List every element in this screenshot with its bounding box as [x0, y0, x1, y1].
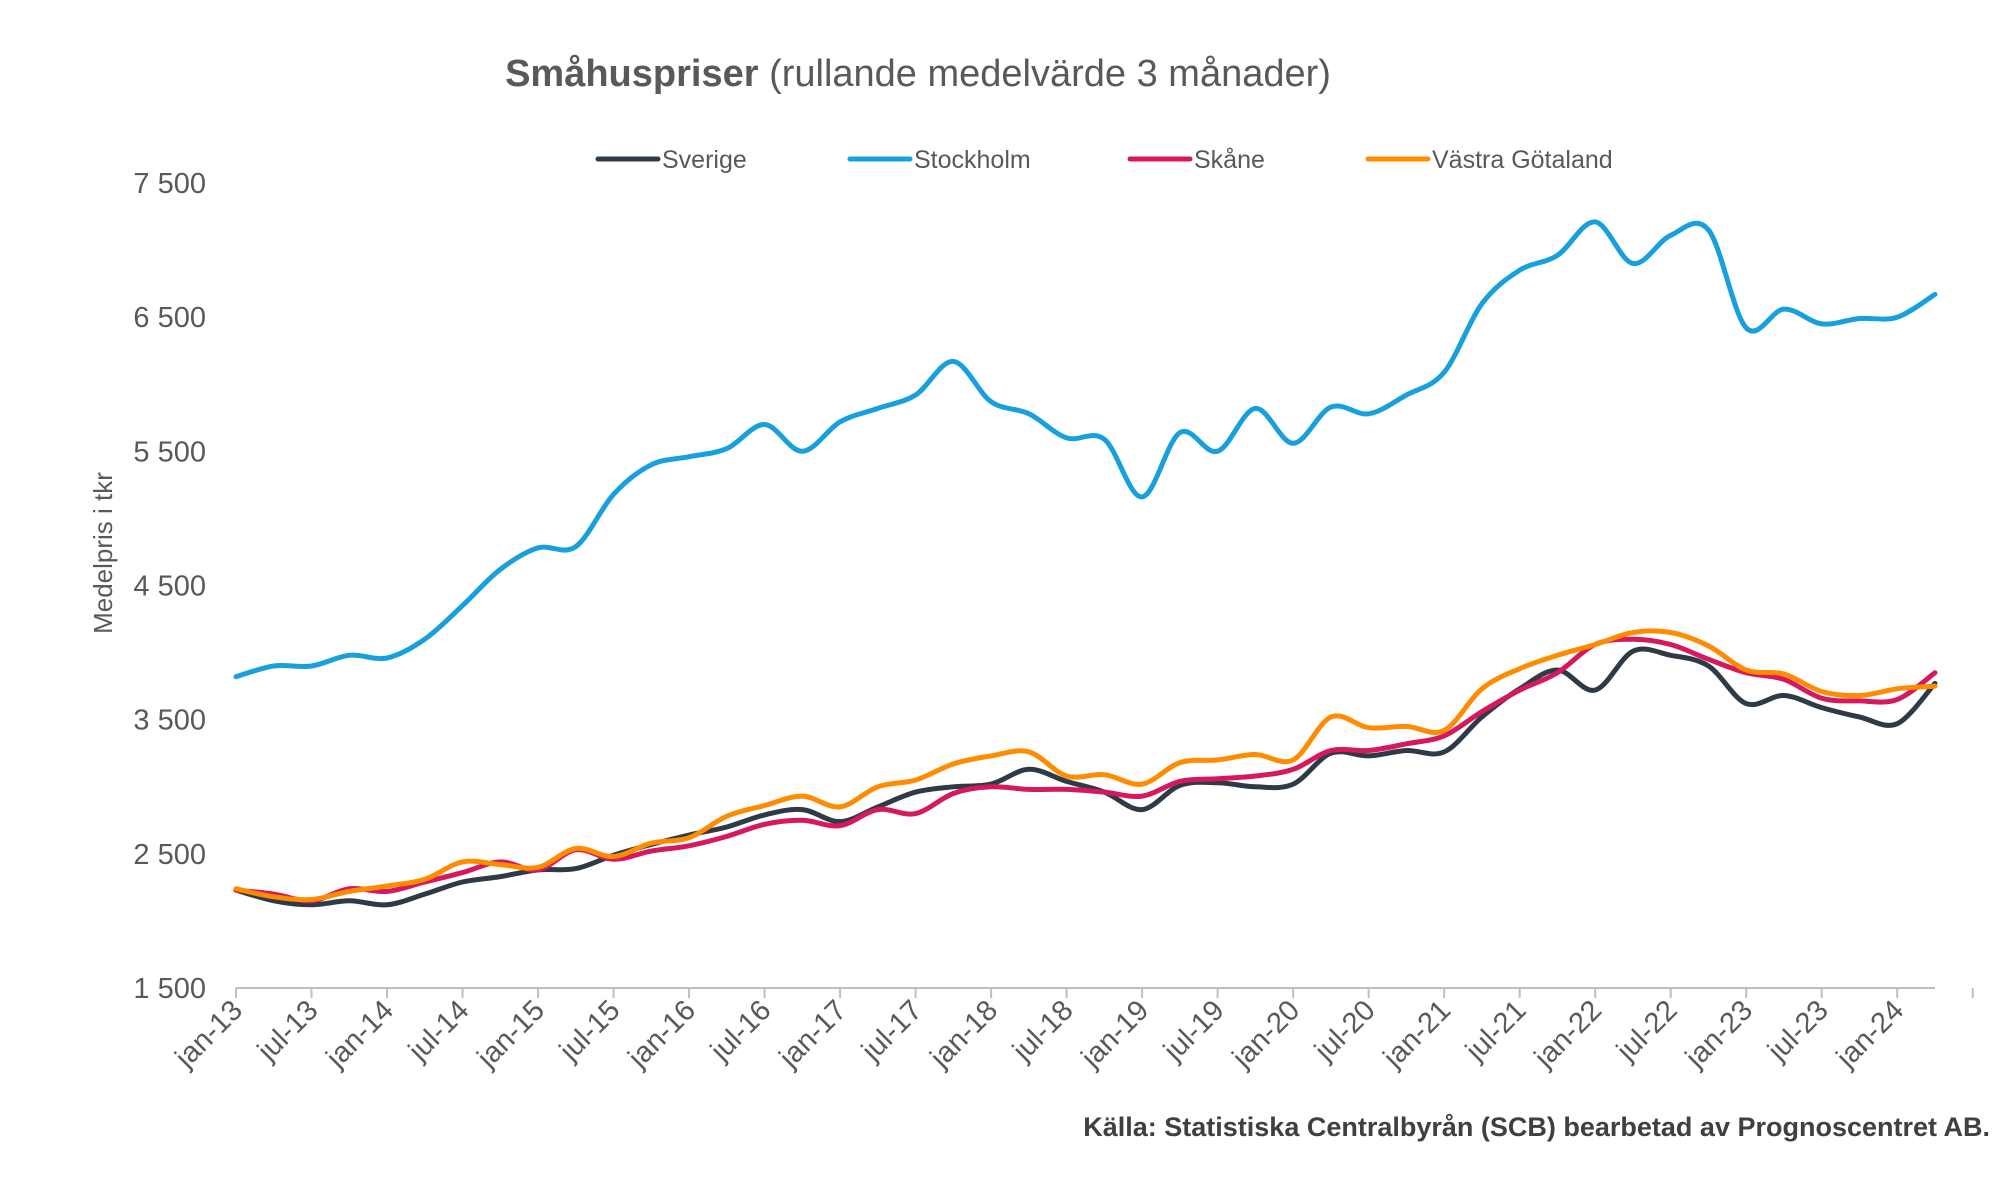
x-tick-label: jan-16 [622, 994, 702, 1074]
x-tick-label: jul-19 [1157, 994, 1230, 1067]
y-tick-label: 6 500 [133, 302, 206, 334]
series-line-sverige [233, 646, 1938, 908]
x-tick-label: jan-14 [320, 994, 400, 1074]
x-tick-label: jul-18 [1006, 994, 1079, 1067]
y-tick-label: 1 500 [133, 973, 206, 1005]
y-tick-label: 2 500 [133, 839, 206, 871]
legend-label: Västra Götaland [1432, 146, 1613, 174]
x-tick-label: jan-18 [924, 994, 1004, 1074]
x-tick-label: jan-17 [773, 994, 853, 1074]
x-tick-label: jan-24 [1830, 994, 1910, 1074]
y-tick-label: 3 500 [133, 705, 206, 737]
x-tick-label: jul-22 [1610, 994, 1683, 1067]
chart-title: Småhuspriser (rullande medelvärde 3 måna… [505, 53, 1331, 95]
x-tick-label: jul-15 [553, 994, 626, 1067]
x-tick-label: jan-19 [1075, 994, 1155, 1074]
x-tick-label: jan-21 [1377, 994, 1457, 1074]
legend: Sverige Stockholm Skåne Västra Götaland [595, 146, 1613, 174]
legend-label: Skåne [1194, 146, 1265, 174]
x-tick-label: jul-14 [402, 994, 475, 1067]
chart-title-rest: (rullande medelvärde 3 månader) [759, 53, 1331, 95]
x-tick-label: jan-13 [169, 994, 249, 1074]
series-line-stockholm [233, 219, 1938, 680]
x-tick-label: jul-23 [1761, 994, 1834, 1067]
x-tick-label: jul-21 [1459, 994, 1532, 1067]
series-lines [233, 219, 1938, 908]
chart-title-bold: Småhuspriser [505, 53, 759, 95]
y-axis-label: Medelpris i tkr [88, 472, 118, 634]
series-line-v-stra-g-taland [233, 628, 1938, 903]
y-axis: 1 500 2 500 3 500 4 500 5 500 6 500 7 500 [133, 168, 206, 1005]
x-tick-label: jul-13 [251, 994, 324, 1067]
x-tick-label: jan-15 [471, 994, 551, 1074]
y-tick-label: 5 500 [133, 436, 206, 468]
x-tick-label: jan-20 [1226, 994, 1306, 1074]
x-tick-label: jul-17 [855, 994, 928, 1067]
y-tick-label: 4 500 [133, 571, 206, 603]
x-tick-label: jul-16 [704, 994, 777, 1067]
x-tick-label: jul-20 [1308, 994, 1381, 1067]
source-note: Källa: Statistiska Centralbyrån (SCB) be… [1083, 1112, 1990, 1142]
x-tick-label: jan-23 [1679, 994, 1759, 1074]
legend-label: Stockholm [914, 146, 1031, 174]
legend-label: Sverige [662, 146, 747, 174]
y-tick-label: 7 500 [133, 168, 206, 200]
x-tick-label: jan-22 [1528, 994, 1608, 1074]
